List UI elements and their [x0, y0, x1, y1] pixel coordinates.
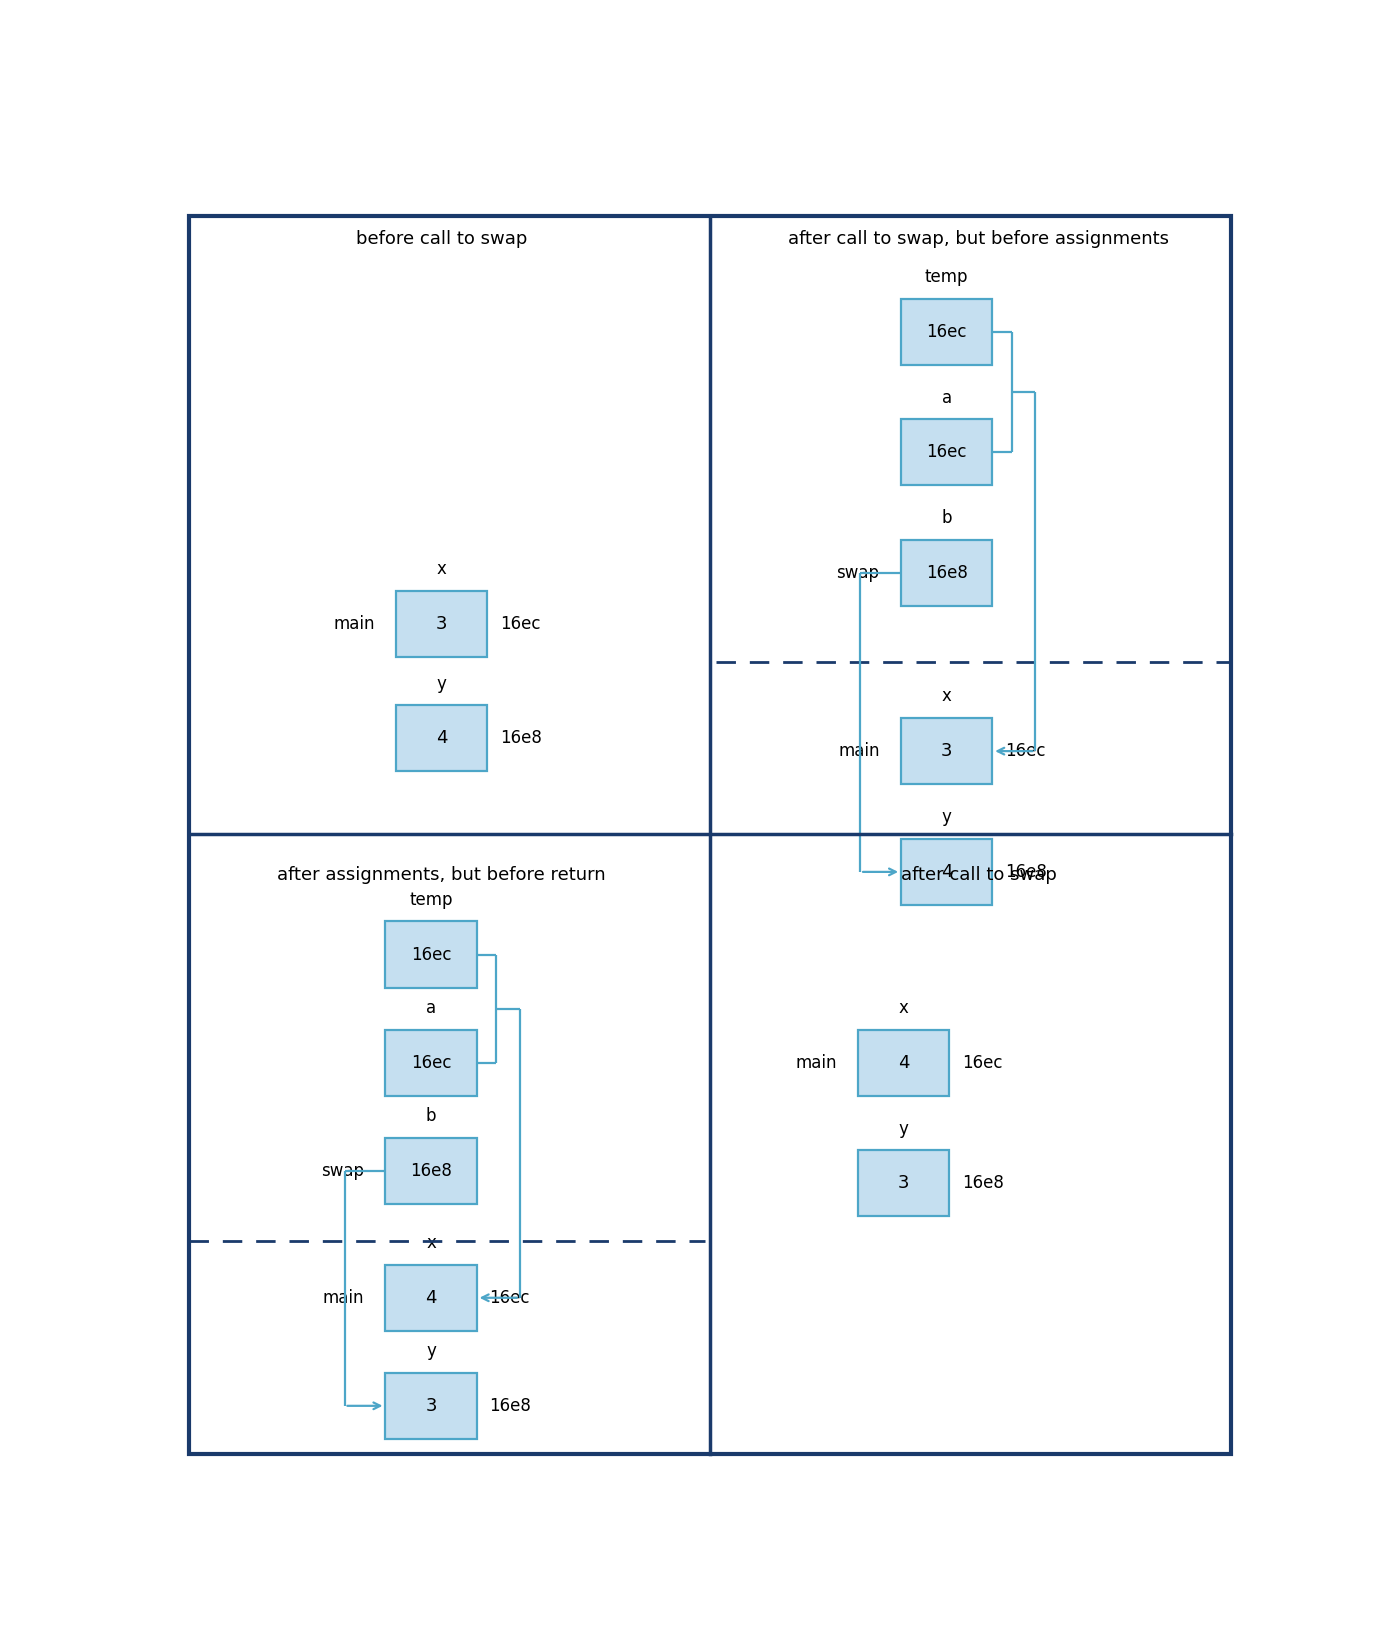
Text: swap: swap: [837, 565, 880, 583]
Text: 4: 4: [898, 1053, 909, 1071]
Text: after assignments, but before return: after assignments, but before return: [277, 865, 606, 883]
FancyBboxPatch shape: [396, 591, 488, 657]
Text: after call to swap, but before assignments: after call to swap, but before assignmen…: [789, 229, 1170, 248]
FancyBboxPatch shape: [396, 705, 488, 771]
Text: y: y: [426, 1342, 437, 1360]
FancyBboxPatch shape: [901, 419, 992, 485]
Text: swap: swap: [322, 1162, 365, 1180]
Text: 16e8: 16e8: [962, 1174, 1003, 1192]
Text: before call to swap: before call to swap: [356, 229, 528, 248]
Text: 3: 3: [941, 741, 952, 759]
Text: 4: 4: [426, 1289, 437, 1308]
FancyBboxPatch shape: [385, 921, 477, 987]
Text: temp: temp: [924, 267, 969, 286]
Text: main: main: [333, 614, 374, 632]
Text: 16ec: 16ec: [410, 1053, 452, 1071]
Text: 16ec: 16ec: [926, 322, 967, 340]
Text: 16e8: 16e8: [1005, 863, 1046, 882]
Text: 16ec: 16ec: [926, 444, 967, 461]
FancyBboxPatch shape: [901, 299, 992, 365]
Text: 16ec: 16ec: [489, 1289, 529, 1308]
FancyBboxPatch shape: [385, 1138, 477, 1204]
Text: 4: 4: [941, 863, 952, 882]
FancyBboxPatch shape: [858, 1151, 949, 1217]
Text: main: main: [839, 741, 880, 759]
Text: main: main: [323, 1289, 365, 1308]
Text: 3: 3: [437, 614, 448, 632]
Text: after call to swap: after call to swap: [901, 865, 1056, 883]
Text: y: y: [898, 1119, 909, 1138]
Text: a: a: [941, 388, 952, 406]
Text: x: x: [898, 999, 909, 1017]
Text: 16e8: 16e8: [500, 730, 542, 748]
FancyBboxPatch shape: [901, 540, 992, 606]
Text: temp: temp: [409, 892, 453, 908]
Text: x: x: [426, 1233, 437, 1251]
FancyBboxPatch shape: [385, 1372, 477, 1440]
Text: 16e8: 16e8: [489, 1397, 531, 1415]
Text: x: x: [437, 560, 446, 578]
Text: 16e8: 16e8: [410, 1162, 452, 1180]
Text: y: y: [437, 675, 446, 693]
Text: main: main: [796, 1053, 837, 1071]
Text: 4: 4: [437, 730, 448, 748]
Text: 3: 3: [898, 1174, 909, 1192]
FancyBboxPatch shape: [858, 1030, 949, 1096]
Text: 16ec: 16ec: [500, 614, 541, 632]
Text: 16ec: 16ec: [962, 1053, 1002, 1071]
Text: x: x: [941, 687, 952, 705]
Text: 16e8: 16e8: [926, 565, 967, 583]
Text: b: b: [426, 1106, 437, 1124]
Text: 16ec: 16ec: [1005, 741, 1045, 759]
FancyBboxPatch shape: [901, 718, 992, 784]
Text: b: b: [941, 510, 952, 527]
Text: y: y: [941, 807, 952, 826]
Text: 16ec: 16ec: [410, 946, 452, 964]
Text: 3: 3: [426, 1397, 437, 1415]
FancyBboxPatch shape: [901, 839, 992, 905]
FancyBboxPatch shape: [385, 1265, 477, 1331]
FancyBboxPatch shape: [385, 1030, 477, 1096]
Text: a: a: [426, 999, 437, 1017]
